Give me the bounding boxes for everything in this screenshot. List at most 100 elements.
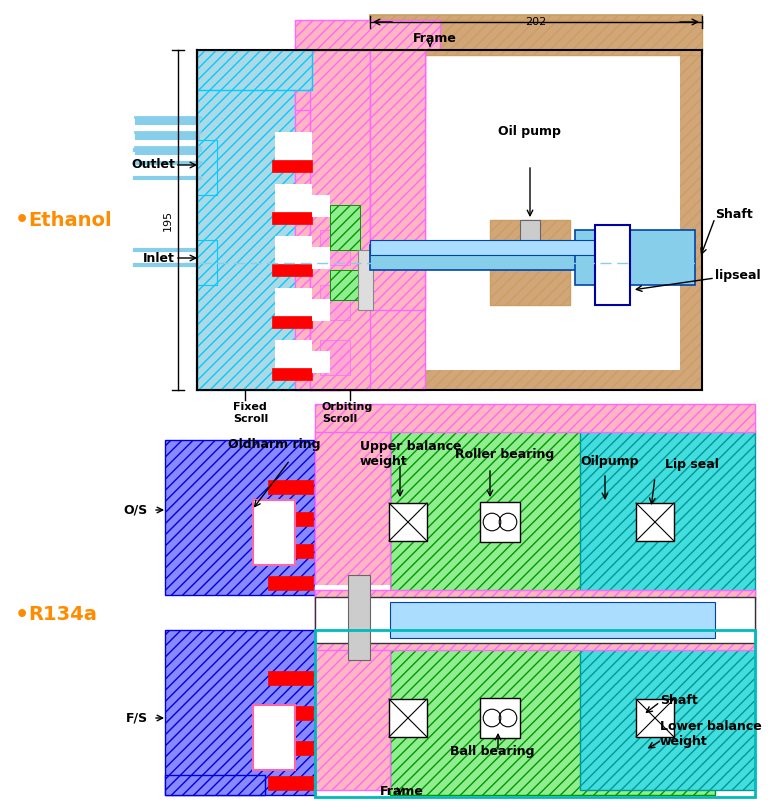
Bar [370,245,625,270]
Text: R134a: R134a [28,606,97,625]
Bar [272,316,312,328]
Bar [389,699,427,737]
Bar [197,240,217,285]
Bar [312,247,330,269]
Bar [320,285,350,320]
Bar [295,50,425,390]
Bar [315,590,755,650]
Bar [272,212,312,224]
Bar [312,351,330,373]
Text: Outlet: Outlet [131,159,175,172]
Bar [268,706,313,720]
Bar [268,576,313,590]
Text: Lower balance
weight: Lower balance weight [660,720,762,748]
Bar [520,220,540,250]
Bar [370,15,702,390]
Bar [636,503,674,541]
Bar [312,299,330,321]
Text: O/S: O/S [124,504,148,517]
Circle shape [499,514,517,531]
Bar [165,440,315,595]
Bar [580,430,755,600]
Bar [135,117,200,125]
Bar [320,340,350,375]
Bar [315,430,390,790]
Bar [197,140,217,195]
Bar [253,500,295,565]
Bar [595,225,630,305]
Text: Fixed
Scroll: Fixed Scroll [233,402,268,424]
Bar [197,20,702,55]
Text: Inlet: Inlet [143,251,175,265]
Text: 202: 202 [525,17,547,27]
Text: Oil pump: Oil pump [498,125,561,138]
Bar [330,270,360,300]
Bar [268,776,313,790]
Bar [315,630,755,797]
Text: Roller bearing: Roller bearing [455,448,554,461]
Bar [390,50,680,370]
Bar [310,220,340,390]
Text: Shaft: Shaft [715,208,752,221]
Bar [348,575,370,660]
Bar [135,132,200,140]
Bar [480,698,520,738]
Text: Frame: Frame [413,32,457,45]
Bar [370,50,425,310]
Text: Ethanol: Ethanol [28,211,112,229]
Bar [480,502,520,542]
Circle shape [499,710,517,727]
Bar [315,585,390,640]
Text: lipseal: lipseal [715,268,761,282]
Bar [390,630,715,795]
Bar [268,512,313,526]
Bar [636,699,674,737]
Bar [197,50,312,390]
Bar [135,147,200,155]
Bar [390,602,715,638]
Bar [490,220,570,305]
Bar [315,404,755,432]
Bar [295,45,425,110]
Text: Lip seal: Lip seal [665,458,719,471]
Text: •: • [15,605,29,625]
Bar [165,775,265,795]
Bar [310,50,370,390]
Bar [165,630,315,795]
Bar [370,20,702,55]
Bar [389,503,427,541]
Bar [268,741,313,755]
Text: F/S: F/S [126,711,148,724]
Bar [275,132,312,162]
Bar [275,236,312,266]
Bar [275,184,312,214]
Circle shape [483,514,501,531]
Text: •: • [15,210,29,230]
Bar [275,340,312,370]
Bar [575,230,695,285]
Bar [272,160,312,172]
Text: Oldharm ring: Oldharm ring [228,438,321,451]
Bar [268,544,313,558]
Text: Shaft: Shaft [660,693,698,706]
Text: Orbiting
Scroll: Orbiting Scroll [322,402,373,424]
Bar [315,597,755,643]
Bar [320,230,350,265]
Bar [315,430,390,600]
Text: Frame: Frame [380,785,424,798]
Bar [295,20,440,50]
Bar [275,288,312,318]
Bar [390,430,715,600]
Bar [272,368,312,380]
Text: Upper balance
weight: Upper balance weight [360,440,462,468]
Bar [268,671,313,685]
Bar [258,505,288,560]
Bar [312,195,330,217]
Bar [268,480,313,494]
Bar [358,250,373,310]
Bar [272,264,312,276]
Bar [370,240,625,255]
Circle shape [483,710,501,727]
Text: 195: 195 [163,210,173,231]
Bar [253,705,295,770]
